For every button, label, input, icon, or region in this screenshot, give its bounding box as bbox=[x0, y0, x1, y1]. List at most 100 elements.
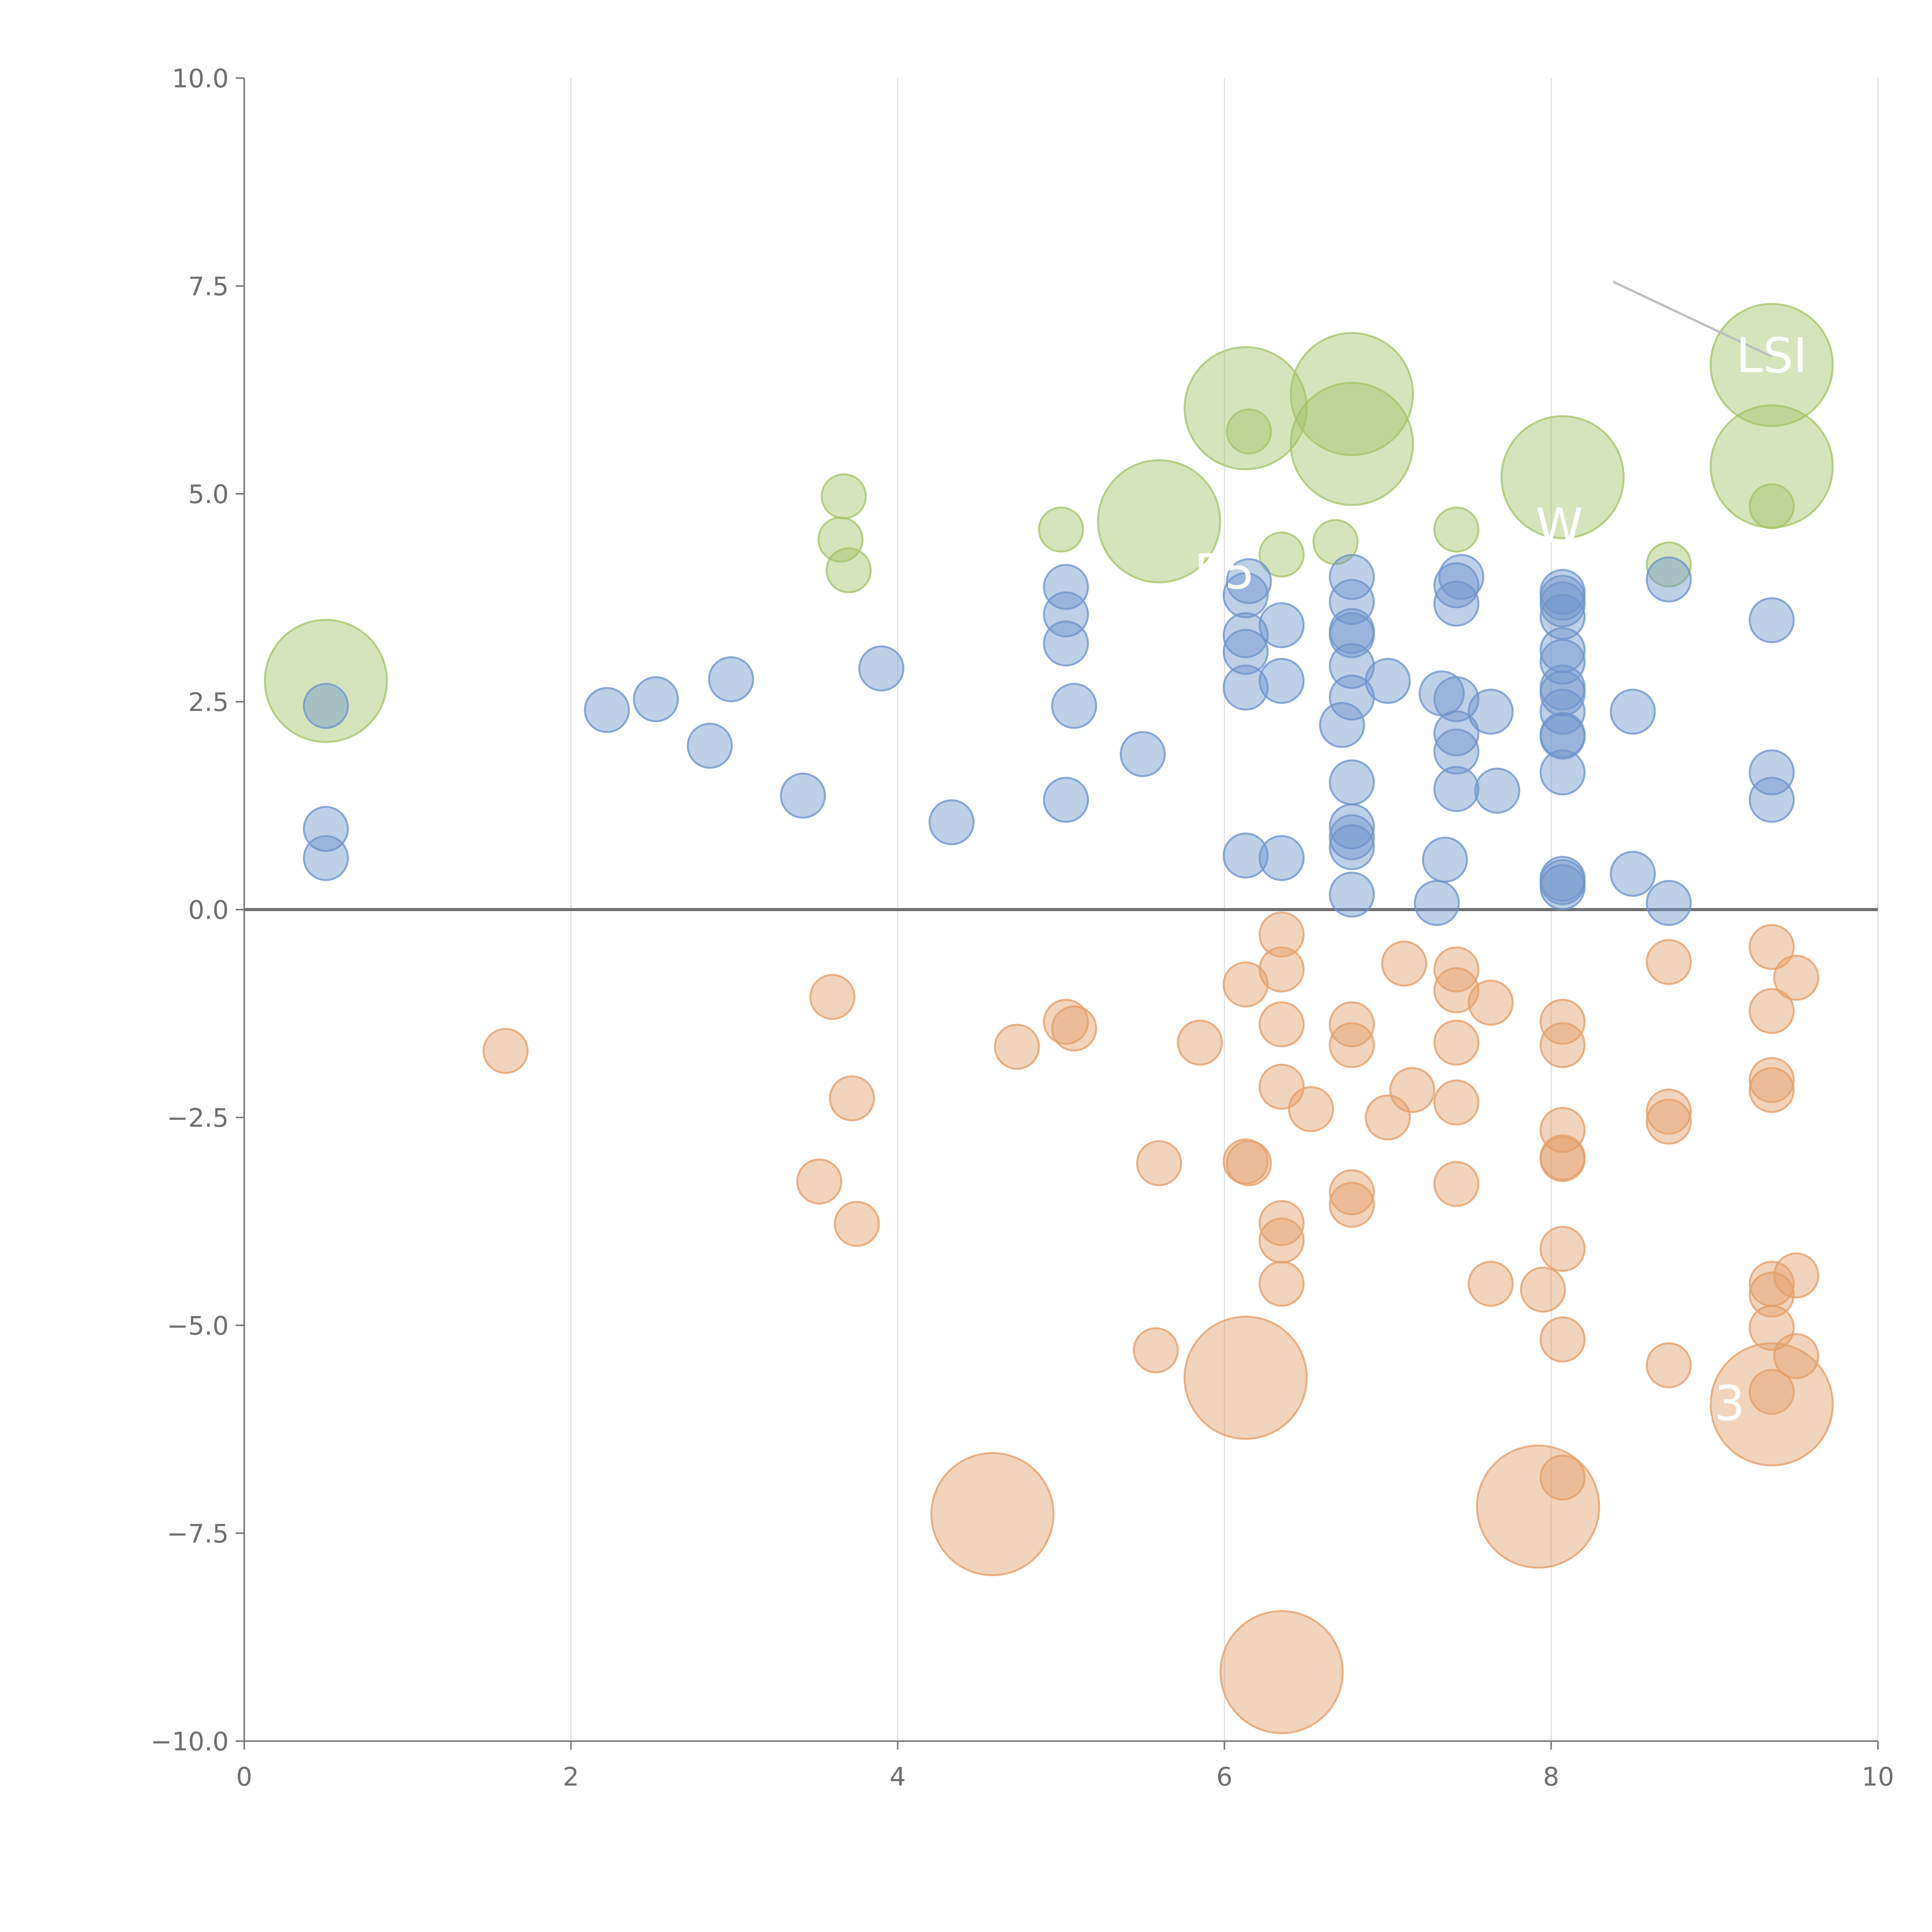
orange-bubble bbox=[1381, 940, 1427, 987]
y-tick-label: 10.0 bbox=[172, 64, 229, 94]
orange-bubble bbox=[1773, 1252, 1820, 1299]
blue-bubble bbox=[1438, 554, 1485, 600]
y-tick-label: −7.5 bbox=[167, 1519, 229, 1549]
blue-bubble bbox=[633, 676, 679, 723]
orange-bubble bbox=[1433, 1019, 1480, 1066]
orange-bubble bbox=[1329, 1169, 1375, 1216]
blue-bubble bbox=[1433, 562, 1480, 609]
blue-bubble bbox=[1043, 777, 1089, 823]
blue-bubble bbox=[1043, 620, 1089, 667]
green-bubble bbox=[264, 619, 388, 743]
blue-bubble bbox=[1226, 558, 1272, 604]
blue-bubble bbox=[1610, 689, 1656, 735]
green-bubble bbox=[1646, 541, 1692, 588]
blue-bubble bbox=[1748, 749, 1795, 796]
blue-bubble bbox=[1748, 597, 1795, 643]
orange-bubble bbox=[1433, 1079, 1480, 1126]
blue-bubble bbox=[1223, 629, 1269, 675]
blue-bubble bbox=[1119, 731, 1166, 777]
blue-bubble bbox=[1539, 689, 1586, 735]
blue-bubble bbox=[584, 687, 630, 733]
orange-bubble bbox=[1329, 1022, 1375, 1068]
orange-bubble bbox=[1748, 924, 1795, 970]
orange-bubble bbox=[1433, 1161, 1480, 1207]
blue-bubble bbox=[1365, 658, 1411, 704]
blue-bubble bbox=[929, 799, 975, 845]
annotation-label: E5 bbox=[1194, 544, 1255, 600]
green-bubble bbox=[1312, 519, 1359, 565]
blue-bubble bbox=[1433, 728, 1480, 775]
orange-bubble bbox=[1539, 1454, 1586, 1501]
green-bubble bbox=[1259, 531, 1305, 578]
blue-bubble bbox=[1223, 612, 1269, 658]
orange-bubble bbox=[1773, 954, 1820, 1001]
orange-bubble bbox=[1748, 988, 1795, 1034]
blue-bubble bbox=[708, 656, 754, 702]
orange-bubble bbox=[1223, 1138, 1269, 1185]
orange-bubble bbox=[834, 1201, 880, 1247]
blue-bubble bbox=[1539, 713, 1586, 760]
orange-bubble bbox=[1748, 1271, 1795, 1318]
x-tick-label: 8 bbox=[1543, 1762, 1559, 1792]
y-tick-label: −5.0 bbox=[167, 1311, 229, 1341]
blue-bubble bbox=[1433, 676, 1480, 723]
blue-bubble bbox=[1329, 554, 1375, 600]
green-bubble bbox=[821, 473, 867, 519]
blue-bubble bbox=[1259, 835, 1305, 881]
orange-bubble bbox=[1433, 946, 1480, 993]
orange-bubble bbox=[1389, 1067, 1435, 1113]
orange-bubble bbox=[1136, 1140, 1182, 1186]
blue-bubble bbox=[1043, 564, 1089, 610]
green-bubble bbox=[1500, 415, 1625, 539]
blue-bubble bbox=[780, 772, 826, 819]
orange-bubble bbox=[1468, 1260, 1514, 1307]
orange-bubble bbox=[1646, 1342, 1692, 1388]
orange-bubble bbox=[1043, 999, 1089, 1045]
annotation-label: E3 bbox=[1684, 1376, 1745, 1431]
orange-bubble bbox=[1709, 1342, 1834, 1466]
orange-bubble bbox=[1468, 980, 1514, 1026]
x-tick-label: 2 bbox=[563, 1762, 579, 1792]
blue-bubble bbox=[1539, 581, 1586, 628]
blue-bubble bbox=[858, 645, 905, 692]
orange-bubble bbox=[1539, 1226, 1586, 1272]
orange-bubble bbox=[1259, 1200, 1305, 1246]
orange-bubble bbox=[796, 1158, 842, 1205]
blue-bubble bbox=[303, 683, 349, 729]
blue-bubble bbox=[1329, 871, 1375, 918]
orange-bubble bbox=[1748, 1067, 1795, 1113]
blue-bubble bbox=[1539, 864, 1586, 910]
annotation-label: LSI bbox=[1736, 328, 1807, 384]
green-bubble bbox=[1038, 507, 1084, 553]
orange-bubble bbox=[994, 1024, 1040, 1070]
blue-bubble bbox=[1259, 602, 1305, 648]
blue-bubble bbox=[1413, 880, 1460, 926]
blue-bubble bbox=[1422, 837, 1468, 883]
axes bbox=[236, 77, 1879, 1750]
orange-bubble bbox=[1539, 999, 1586, 1045]
green-bubble bbox=[1709, 303, 1834, 427]
orange-bubble bbox=[1433, 967, 1480, 1014]
orange-bubble bbox=[1476, 1444, 1600, 1569]
orange-bubble bbox=[1051, 1005, 1097, 1052]
orange-bubble bbox=[1288, 1086, 1334, 1132]
orange-bubble bbox=[1646, 939, 1692, 985]
x-tick-label: 10 bbox=[1862, 1762, 1894, 1792]
orange-bubble bbox=[1259, 946, 1305, 993]
orange-bubble bbox=[1520, 1266, 1566, 1313]
orange-bubble bbox=[1539, 1022, 1586, 1068]
orange-bubble bbox=[829, 1075, 875, 1122]
green-bubble bbox=[1433, 507, 1480, 553]
blue-bubble bbox=[1329, 643, 1375, 689]
orange-bubble bbox=[1133, 1327, 1179, 1374]
orange-bubble bbox=[1748, 1057, 1795, 1103]
y-tick-label: 2.5 bbox=[188, 687, 229, 717]
y-tick-label: 0.0 bbox=[188, 895, 229, 925]
orange-bubble bbox=[1219, 1610, 1344, 1734]
blue-bubble bbox=[1610, 850, 1656, 897]
orange-bubble bbox=[1184, 1316, 1308, 1440]
x-tick-label: 6 bbox=[1216, 1762, 1233, 1792]
tick-labels: 0 2 4 6 8 10 −10.0 −7.5 −5.0 −2.5 0.0 2.5 5.0 7.5 10.0 bbox=[151, 64, 1894, 1792]
x-tick-label: 0 bbox=[236, 1762, 252, 1792]
green-bubble bbox=[1290, 332, 1414, 456]
